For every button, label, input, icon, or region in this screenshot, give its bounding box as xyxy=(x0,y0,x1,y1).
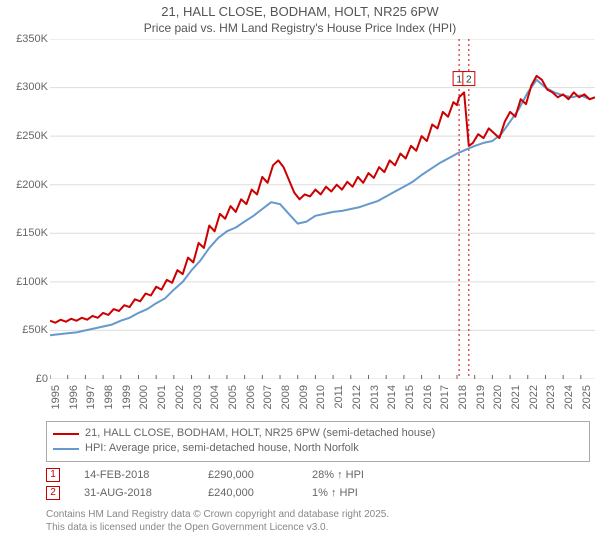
x-tick-label: 2012 xyxy=(351,385,363,409)
y-tick-label: £300K xyxy=(0,81,48,93)
chart-subtitle: Price paid vs. HM Land Registry's House … xyxy=(0,21,600,39)
y-axis: £0£50K£100K£150K£200K£250K£300K£350K xyxy=(0,39,50,379)
y-tick-label: £0 xyxy=(0,373,48,385)
y-tick-label: £200K xyxy=(0,179,48,191)
sale-pct: 1% ↑ HPI xyxy=(312,487,392,499)
footer: Contains HM Land Registry data © Crown c… xyxy=(46,508,590,534)
y-tick-label: £150K xyxy=(0,227,48,239)
x-axis: 1995 1996 1997 1998 1999 2000 2001 2002 2003 2004… xyxy=(50,379,595,419)
y-tick-label: £100K xyxy=(0,276,48,288)
x-tick-label: 2001 xyxy=(156,385,168,409)
x-tick-label: 2003 xyxy=(192,385,204,409)
x-tick-label: 2016 xyxy=(422,385,434,409)
plot-svg: 12 xyxy=(50,39,595,379)
legend-swatch xyxy=(53,433,79,435)
x-tick-label: 2019 xyxy=(475,385,487,409)
x-tick-label: 2025 xyxy=(581,385,593,409)
x-tick-label: 2002 xyxy=(174,385,186,409)
x-tick-label: 2010 xyxy=(315,385,327,409)
sales-table: 1 14-FEB-2018 £290,000 28% ↑ HPI 2 31-AUG-201… xyxy=(46,466,590,502)
sale-row: 1 14-FEB-2018 £290,000 28% ↑ HPI xyxy=(46,466,590,484)
x-tick-label: 2005 xyxy=(227,385,239,409)
sale-pct: 28% ↑ HPI xyxy=(312,469,392,481)
legend-swatch xyxy=(53,448,79,450)
sale-badge: 1 xyxy=(46,468,60,482)
x-tick-label: 2018 xyxy=(457,385,469,409)
x-tick-label: 2008 xyxy=(280,385,292,409)
x-tick-label: 2011 xyxy=(333,385,345,409)
x-tick-label: 2004 xyxy=(209,385,221,409)
x-tick-label: 1999 xyxy=(121,385,133,409)
x-tick-label: 2000 xyxy=(138,385,150,409)
x-tick-label: 2017 xyxy=(439,385,451,409)
legend-label: HPI: Average price, semi-detached house,… xyxy=(85,441,359,456)
x-tick-label: 2006 xyxy=(245,385,257,409)
x-tick-label: 2013 xyxy=(369,385,381,409)
plot-area: 12 xyxy=(50,39,595,379)
y-tick-label: £250K xyxy=(0,130,48,142)
svg-text:2: 2 xyxy=(466,74,472,85)
x-tick-label: 2015 xyxy=(404,385,416,409)
y-tick-label: £350K xyxy=(0,33,48,45)
legend-item: HPI: Average price, semi-detached house,… xyxy=(53,441,583,456)
sale-price: £240,000 xyxy=(208,487,288,499)
x-tick-label: 2020 xyxy=(492,385,504,409)
chart-area: £0£50K£100K£150K£200K£250K£300K£350K 12 … xyxy=(0,39,600,419)
x-tick-label: 2007 xyxy=(262,385,274,409)
footer-line: Contains HM Land Registry data © Crown c… xyxy=(46,508,590,521)
series-price-paid xyxy=(50,76,595,323)
sale-date: 31-AUG-2018 xyxy=(84,487,184,499)
marker-flag: 2 xyxy=(463,71,475,85)
x-tick-label: 1998 xyxy=(103,385,115,409)
x-tick-label: 2009 xyxy=(298,385,310,409)
legend-item: 21, HALL CLOSE, BODHAM, HOLT, NR25 6PW (… xyxy=(53,426,583,441)
svg-text:1: 1 xyxy=(456,74,462,85)
x-tick-label: 1996 xyxy=(68,385,80,409)
sale-row: 2 31-AUG-2018 £240,000 1% ↑ HPI xyxy=(46,484,590,502)
x-tick-label: 2021 xyxy=(510,385,522,409)
x-tick-label: 2022 xyxy=(528,385,540,409)
sale-badge: 2 xyxy=(46,486,60,500)
x-tick-label: 1995 xyxy=(50,385,62,409)
sale-price: £290,000 xyxy=(208,469,288,481)
x-tick-label: 1997 xyxy=(85,385,97,409)
x-tick-label: 2024 xyxy=(563,385,575,409)
legend-label: 21, HALL CLOSE, BODHAM, HOLT, NR25 6PW (… xyxy=(85,426,435,441)
y-tick-label: £50K xyxy=(0,324,48,336)
legend: 21, HALL CLOSE, BODHAM, HOLT, NR25 6PW (… xyxy=(46,421,590,462)
chart-title: 21, HALL CLOSE, BODHAM, HOLT, NR25 6PW xyxy=(0,0,600,21)
x-tick-label: 2014 xyxy=(386,385,398,409)
x-tick-label: 2023 xyxy=(545,385,557,409)
sale-date: 14-FEB-2018 xyxy=(84,469,184,481)
footer-line: This data is licensed under the Open Gov… xyxy=(46,521,590,534)
series-hpi xyxy=(50,80,595,335)
